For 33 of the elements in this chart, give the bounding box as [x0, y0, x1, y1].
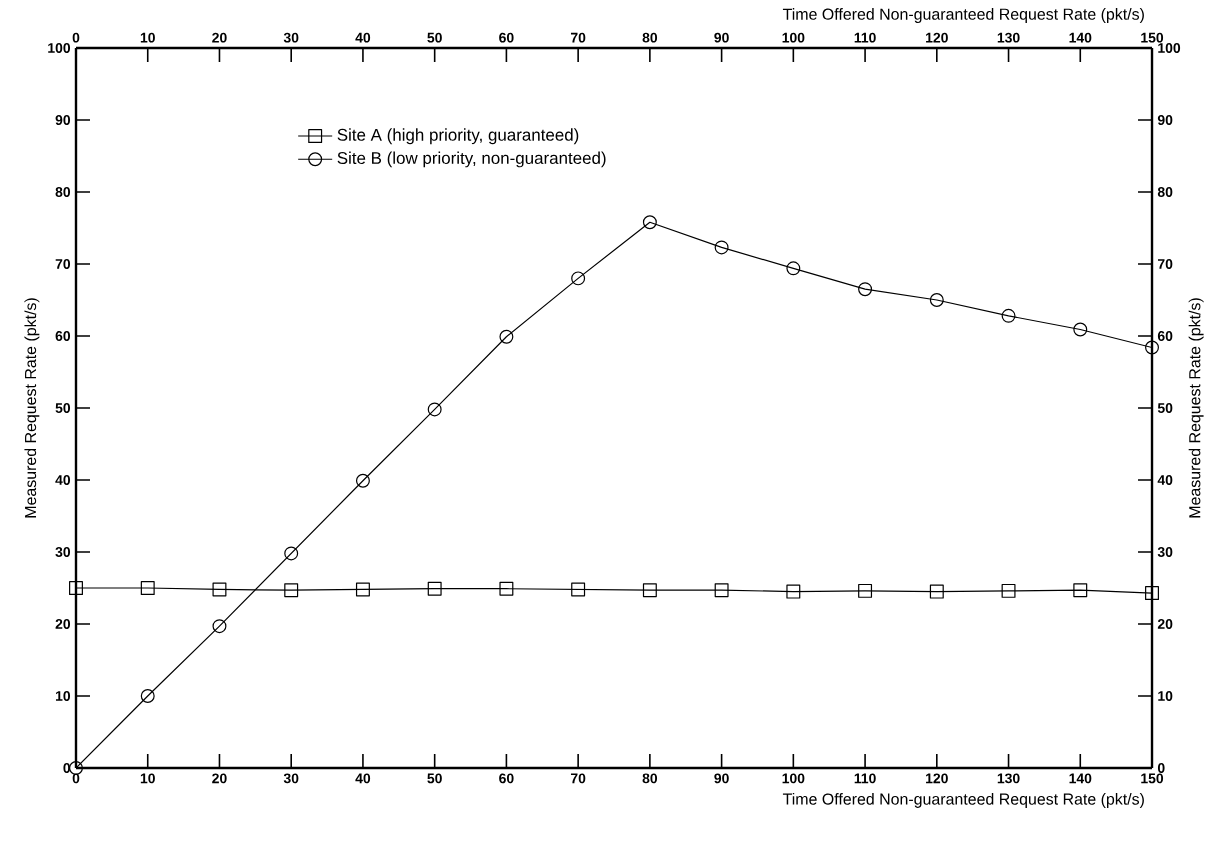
point: [355, 473, 370, 488]
point: [1145, 340, 1159, 355]
point: [929, 584, 944, 599]
point: [427, 402, 442, 417]
point: [786, 261, 801, 276]
point: [571, 271, 586, 286]
point: [858, 282, 873, 297]
point: [355, 582, 370, 597]
point: [714, 583, 729, 598]
point: [69, 581, 83, 595]
point: [140, 581, 155, 595]
legend-label: Site B (low priority, non-guaranteed): [337, 151, 606, 168]
point: [140, 689, 155, 703]
point: [1073, 322, 1088, 337]
point: [1145, 586, 1159, 601]
point: [1001, 308, 1016, 323]
point: [714, 240, 729, 255]
point: [1073, 583, 1088, 598]
point: [571, 582, 586, 597]
point: [786, 584, 801, 599]
point: [212, 619, 227, 634]
point: [427, 581, 442, 596]
point: [1001, 583, 1016, 598]
point: [499, 329, 514, 344]
point: [642, 215, 657, 230]
point: [284, 583, 299, 598]
legend-label: Site A (high priority, guaranteed): [337, 128, 579, 145]
point: [212, 582, 227, 597]
point: [929, 293, 944, 307]
point: [858, 583, 873, 598]
point: [284, 546, 299, 561]
point: [499, 581, 514, 596]
point: [642, 583, 657, 598]
